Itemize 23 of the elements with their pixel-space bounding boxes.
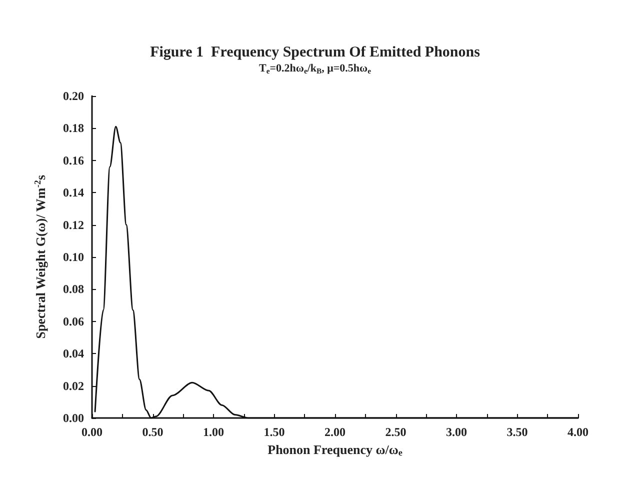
y-tick-label: 0.00 — [63, 411, 84, 425]
y-tick-label: 0.18 — [63, 121, 84, 136]
y-tick-label: 0.16 — [63, 153, 84, 168]
x-tick-label: 2.50 — [385, 425, 406, 439]
chart-title: Figure 1 Frequency Spectrum Of Emitted Phonons — [150, 44, 480, 60]
x-tick-label: 2.00 — [324, 425, 346, 439]
y-tick-label: 0.04 — [63, 346, 84, 361]
x-tick-label: 1.50 — [264, 425, 285, 439]
y-tick-label: 0.20 — [63, 89, 84, 103]
x-tick-label: 4.00 — [568, 425, 588, 439]
y-tick-label: 0.14 — [63, 186, 84, 200]
x-tick-label: 0.50 — [142, 425, 164, 439]
x-tick-label: 3.50 — [506, 425, 528, 439]
y-tick-label: 0.10 — [63, 250, 84, 264]
y-tick-label: 0.12 — [63, 218, 84, 232]
y-tick-label: 0.02 — [63, 378, 84, 393]
x-tick-label: 0.00 — [82, 425, 102, 439]
x-axis-title: Phonon Frequency ω/ωe — [268, 442, 402, 458]
y-tick-label: 0.06 — [63, 314, 84, 328]
x-tick-label: 3.00 — [446, 425, 467, 439]
y-tick-label: 0.08 — [63, 282, 84, 296]
x-tick-label: 1.00 — [203, 425, 224, 439]
y-axis-title: Spectral Weight G(ω)/ Wm-2s — [32, 174, 48, 339]
